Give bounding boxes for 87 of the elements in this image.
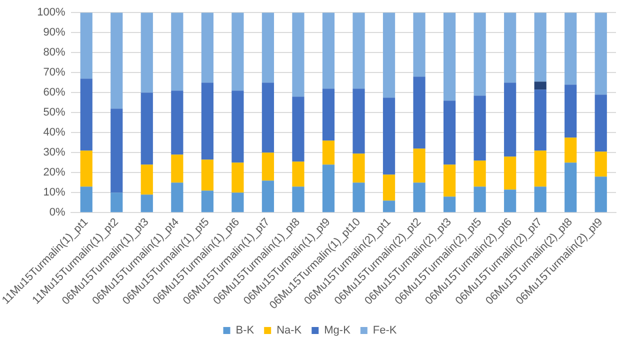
bar <box>80 186 92 212</box>
bar <box>262 82 274 153</box>
bar <box>564 138 577 163</box>
bar <box>322 164 335 212</box>
bar <box>352 12 365 89</box>
bar <box>232 162 244 193</box>
bar <box>352 182 365 212</box>
bar <box>413 148 426 183</box>
bar <box>171 90 184 155</box>
bar <box>80 78 92 151</box>
y-tick-label: 90% <box>43 26 66 39</box>
bar <box>534 82 546 90</box>
bar <box>443 164 456 197</box>
bar <box>201 190 214 212</box>
bar <box>504 12 516 83</box>
y-tick-label: 50% <box>43 106 66 119</box>
bar <box>594 94 607 152</box>
bar <box>262 12 274 83</box>
bar <box>443 12 456 101</box>
bar <box>594 152 607 177</box>
bar <box>322 88 335 141</box>
bar <box>232 90 244 163</box>
bar <box>232 192 244 212</box>
bar <box>474 12 486 96</box>
bar <box>534 150 546 187</box>
bar <box>171 182 184 212</box>
y-tick-label: 100% <box>37 6 66 19</box>
legend-label: Na-K <box>276 324 302 337</box>
bar <box>413 12 426 77</box>
bar <box>474 160 486 187</box>
bar <box>110 12 123 109</box>
bar <box>140 194 153 212</box>
bar <box>504 156 516 190</box>
bar <box>564 162 577 212</box>
bar <box>534 12 546 82</box>
bar <box>322 12 335 89</box>
bar <box>140 92 153 165</box>
bar <box>594 12 607 95</box>
bar <box>292 162 304 187</box>
bar <box>564 12 577 85</box>
bar <box>474 96 486 161</box>
bar <box>140 12 153 93</box>
bar <box>232 12 244 91</box>
legend-label: Fe-K <box>372 324 398 337</box>
bar <box>201 12 214 83</box>
bar <box>474 186 486 212</box>
bar <box>262 180 274 212</box>
legend-label: B-K <box>236 324 255 337</box>
bar <box>292 96 304 162</box>
bar <box>352 154 365 183</box>
y-tick-label: 70% <box>43 66 66 79</box>
bar <box>443 100 456 165</box>
bar <box>382 174 396 201</box>
bar <box>110 108 123 193</box>
bar <box>504 82 516 157</box>
bar <box>171 12 184 91</box>
bar <box>413 182 426 212</box>
bar <box>443 196 456 212</box>
y-tick-label: 20% <box>43 166 66 179</box>
bar <box>201 82 214 160</box>
bar <box>382 200 396 212</box>
bar <box>201 160 214 191</box>
bar <box>352 88 365 154</box>
bar <box>594 176 607 212</box>
bar <box>322 140 335 165</box>
y-tick-label: 80% <box>43 46 66 59</box>
bar <box>262 152 274 181</box>
bar <box>382 98 396 175</box>
bar <box>564 84 577 138</box>
y-tick-label: 40% <box>43 126 66 139</box>
bar <box>171 154 184 183</box>
y-tick-label: 30% <box>43 146 66 159</box>
bar <box>140 164 153 195</box>
y-tick-label: 0% <box>49 206 66 219</box>
bar <box>413 76 426 149</box>
y-tick-label: 60% <box>43 86 66 99</box>
bar <box>504 190 516 212</box>
bar <box>292 12 304 97</box>
legend-label: Mg-K <box>324 324 352 337</box>
bar <box>382 12 396 98</box>
bar <box>110 192 123 212</box>
y-tick-label: 10% <box>43 186 66 199</box>
bar <box>292 186 304 212</box>
bar <box>534 186 546 212</box>
bar <box>80 12 92 79</box>
bar <box>80 150 92 187</box>
bar <box>534 90 546 151</box>
